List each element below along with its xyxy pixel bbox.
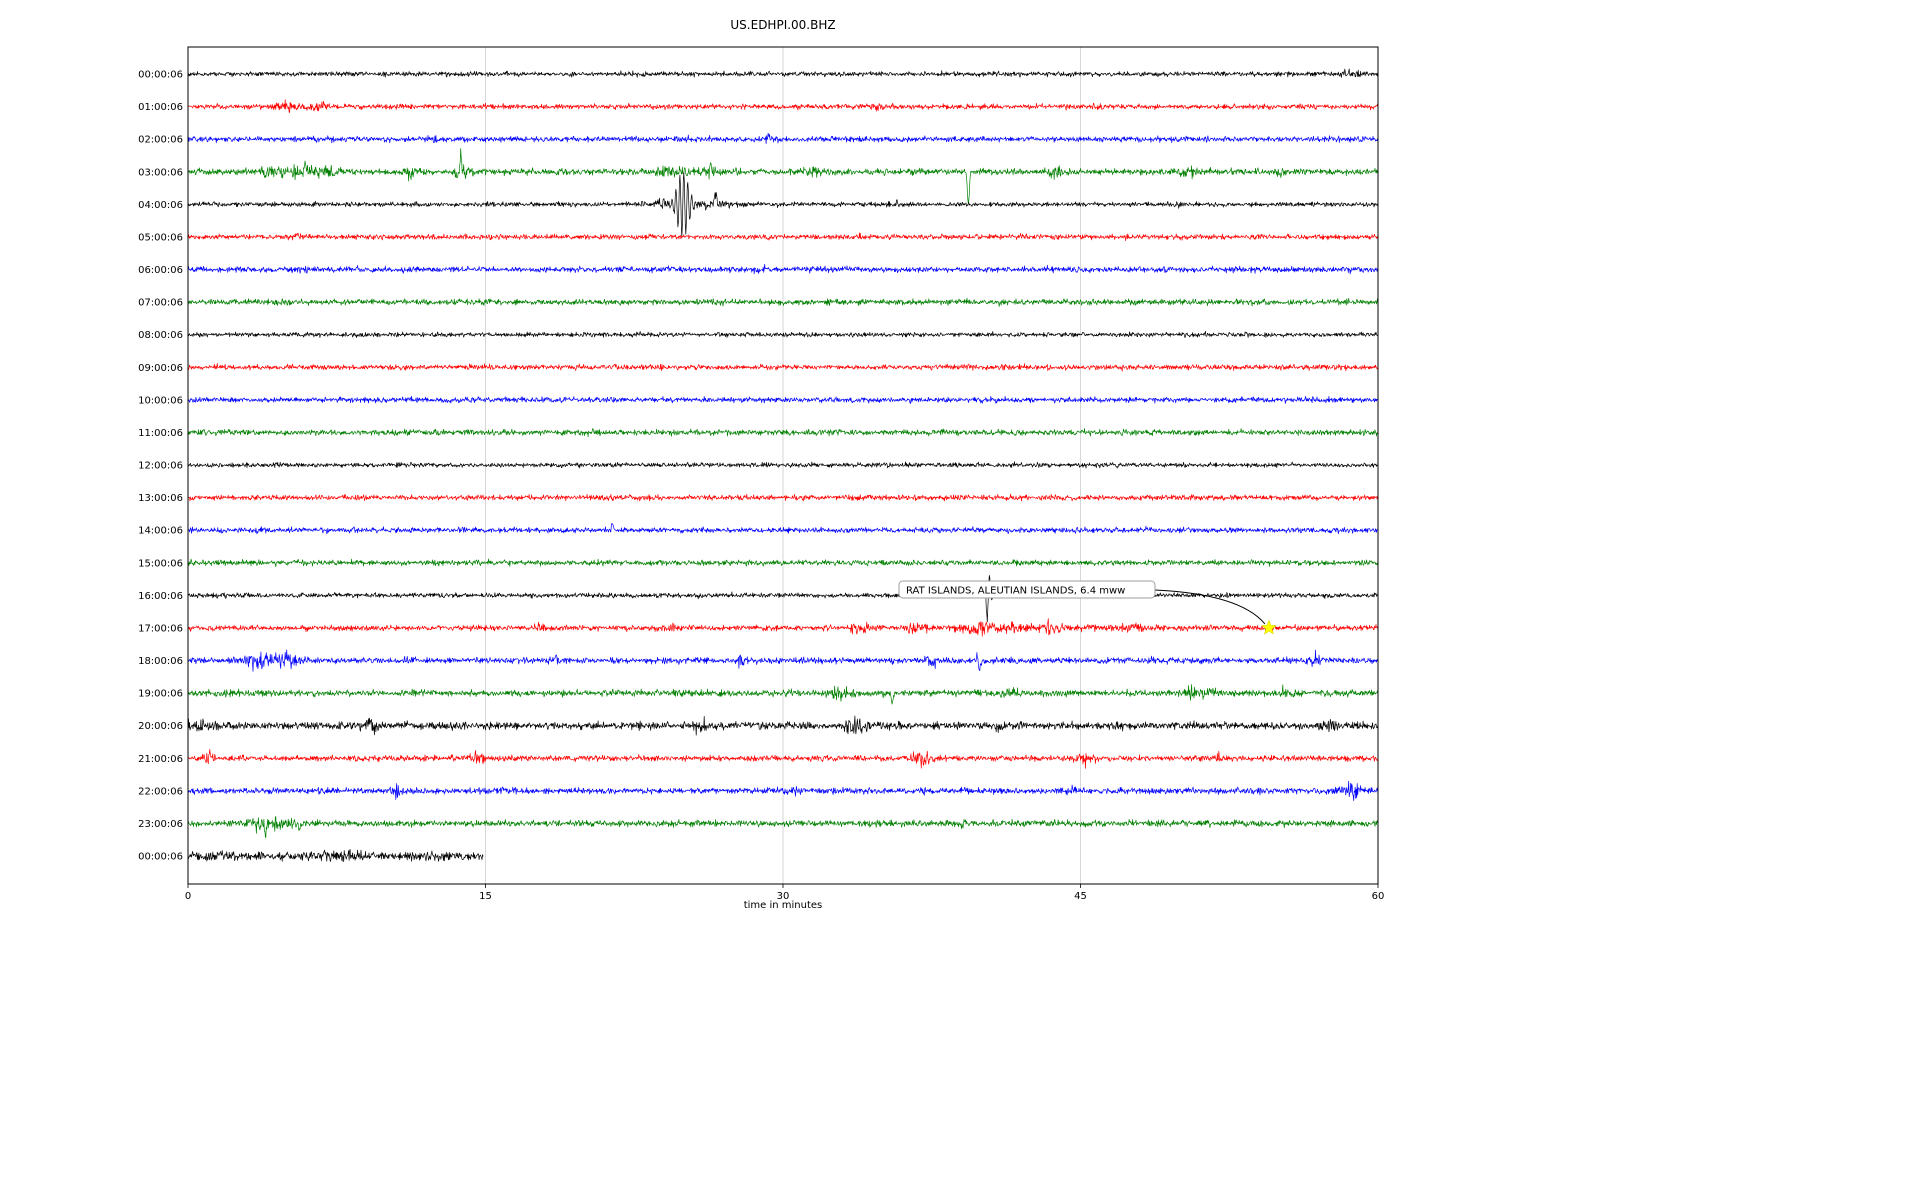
trace-row-3 — [188, 148, 1378, 204]
trace-row-18 — [188, 649, 1378, 672]
row-time-label: 06:00:06 — [138, 265, 183, 276]
row-time-label: 00:00:06 — [138, 852, 183, 863]
trace-row-2 — [188, 132, 1378, 144]
row-time-labels: 00:00:06 01:00:06 02:00:06 03:00:06 04:00:06… — [138, 70, 183, 863]
row-time-label: 01:00:06 — [138, 102, 183, 113]
row-time-label: 18:00:06 — [138, 656, 183, 667]
row-time-label: 02:00:06 — [138, 135, 183, 146]
row-time-label: 00:00:06 — [138, 70, 183, 81]
row-time-label: 12:00:06 — [138, 461, 183, 472]
row-time-label: 17:00:06 — [138, 623, 183, 634]
trace-row-22 — [188, 780, 1378, 801]
row-time-label: 21:00:06 — [138, 754, 183, 765]
row-time-label: 22:00:06 — [138, 786, 183, 797]
trace-row-15 — [188, 558, 1378, 568]
chart-title: US.EDHPI.00.BHZ — [730, 18, 835, 32]
trace-row-13 — [188, 493, 1378, 502]
trace-row-1 — [188, 99, 1378, 113]
trace-group — [188, 68, 1378, 863]
row-time-label: 20:00:06 — [138, 721, 183, 732]
x-tick-label: 60 — [1372, 891, 1385, 902]
row-time-label: 23:00:06 — [138, 819, 183, 830]
row-time-label: 11:00:06 — [138, 428, 183, 439]
row-time-label: 04:00:06 — [138, 200, 183, 211]
x-tick-label: 15 — [479, 891, 492, 902]
annotation-arrow — [1154, 589, 1266, 625]
row-time-label: 15:00:06 — [138, 558, 183, 569]
trace-row-21 — [188, 748, 1378, 769]
row-time-label: 16:00:06 — [138, 591, 183, 602]
trace-row-10 — [188, 395, 1378, 404]
trace-row-23 — [188, 816, 1378, 838]
trace-row-9 — [188, 363, 1378, 372]
row-time-label: 08:00:06 — [138, 330, 183, 341]
trace-row-20 — [188, 715, 1378, 736]
trace-row-17 — [188, 618, 1378, 637]
trace-row-6 — [188, 263, 1378, 275]
trace-row-11 — [188, 428, 1378, 437]
trace-row-12 — [188, 461, 1378, 469]
row-time-label: 14:00:06 — [138, 526, 183, 537]
row-time-label: 19:00:06 — [138, 689, 183, 700]
row-time-label: 10:00:06 — [138, 395, 183, 406]
x-axis-label: time in minutes — [744, 900, 823, 911]
x-tick-label: 30 — [777, 891, 790, 902]
trace-row-24 — [188, 849, 484, 863]
annotation-box — [898, 580, 1156, 599]
trace-row-14 — [188, 523, 1378, 535]
row-time-label: 07:00:06 — [138, 298, 183, 309]
event-annotation: RAT ISLANDS, ALEUTIAN ISLANDS, 6.4 mww — [898, 580, 1277, 635]
trace-row-5 — [188, 232, 1378, 241]
row-time-label: 13:00:06 — [138, 493, 183, 504]
trace-row-7 — [188, 297, 1378, 307]
trace-row-0 — [188, 68, 1378, 78]
event-marker-star — [1261, 619, 1277, 635]
annotation-text: RAT ISLANDS, ALEUTIAN ISLANDS, 6.4 mww — [906, 586, 1125, 597]
x-axis: 0 15 30 45 60 — [185, 884, 1385, 902]
trace-row-4 — [188, 172, 1378, 238]
x-tick-label: 45 — [1074, 891, 1087, 902]
row-time-label: 03:00:06 — [138, 167, 183, 178]
trace-row-8 — [188, 330, 1378, 338]
trace-row-16 — [188, 575, 1378, 623]
row-time-label: 05:00:06 — [138, 232, 183, 243]
row-time-label: 09:00:06 — [138, 363, 183, 374]
x-tick-label: 0 — [185, 891, 191, 902]
trace-row-19 — [188, 684, 1378, 705]
